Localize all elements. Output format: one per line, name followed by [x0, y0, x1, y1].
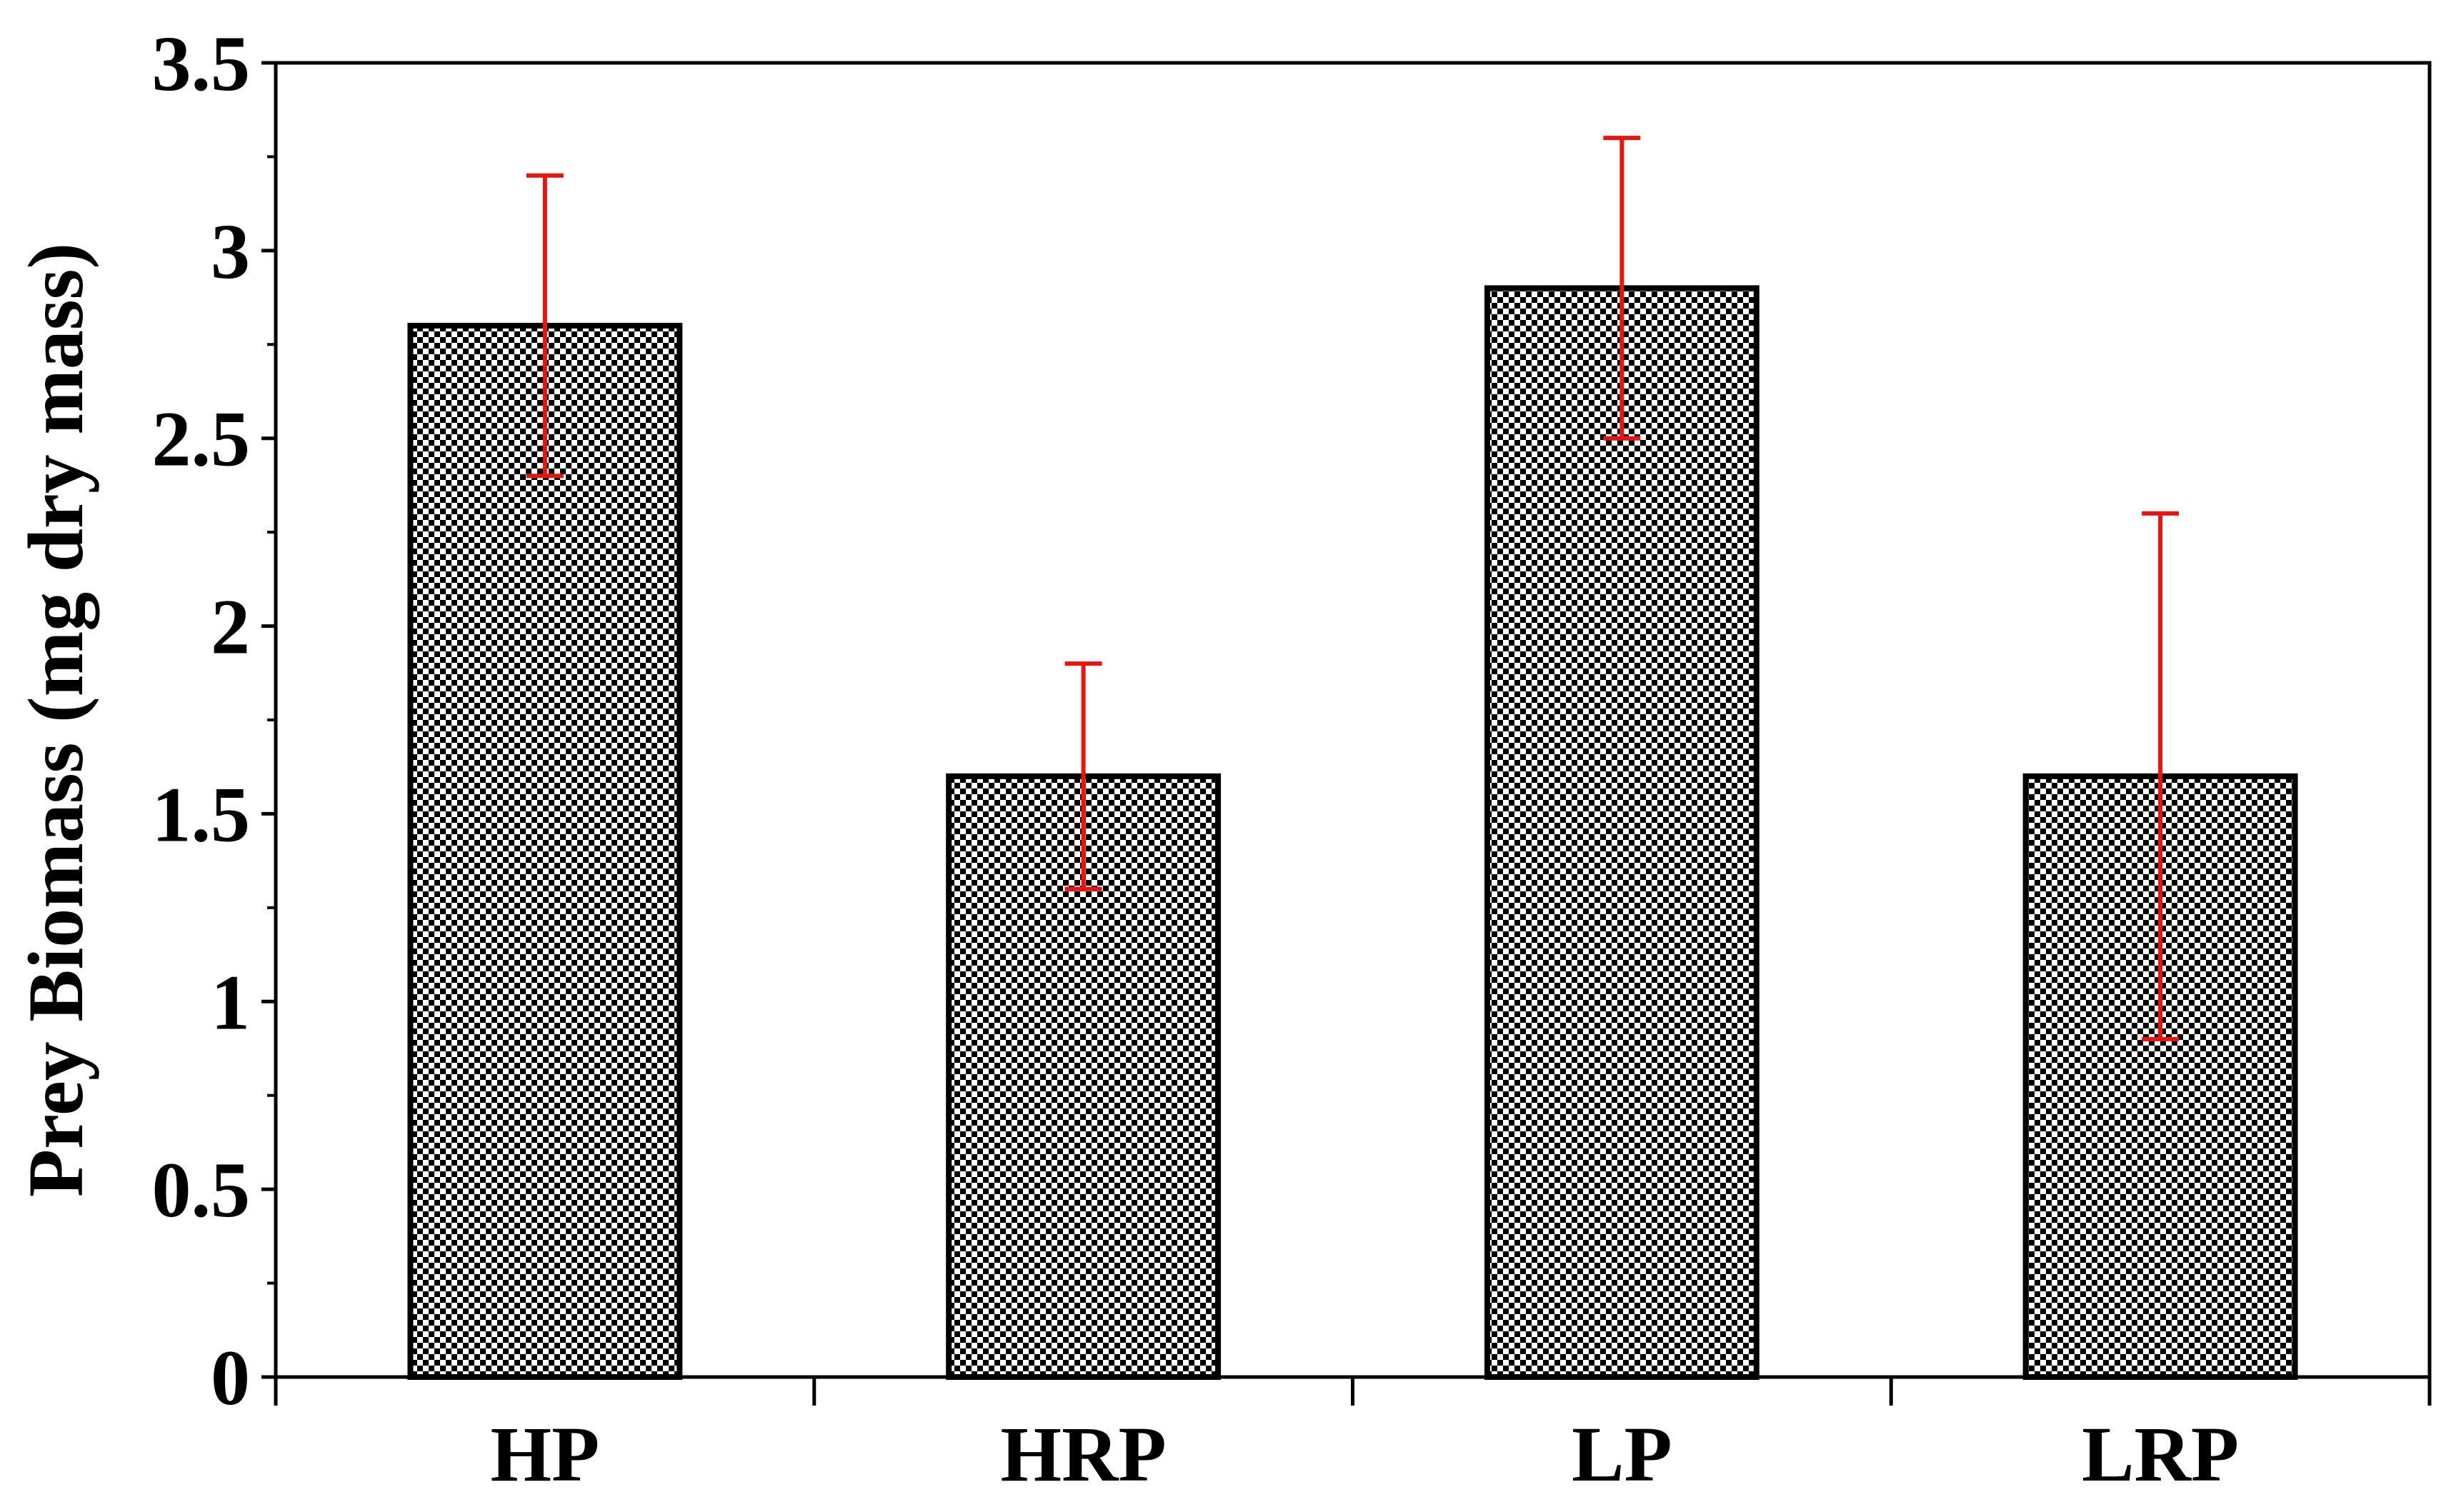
y-tick-label: 3: [211, 208, 250, 295]
bars: [407, 285, 2298, 1381]
y-axis: 0 0.5 1 1.5 2 2.5 3 3.5: [152, 20, 276, 1421]
x-category-label: LRP: [2082, 1411, 2239, 1498]
x-category-label: HP: [490, 1411, 599, 1498]
y-tick-label: 0: [211, 1334, 250, 1421]
y-tick-label: 1: [211, 958, 250, 1046]
x-axis: HP HRP LP LRP: [274, 1377, 2432, 1498]
error-bar: [1064, 661, 1102, 891]
error-bar: [2142, 511, 2180, 1041]
x-category-label: HRP: [1001, 1411, 1167, 1498]
error-bars: [526, 136, 2180, 1041]
bar: [1484, 285, 1759, 1380]
x-category-label: LP: [1572, 1411, 1672, 1498]
y-tick-label: 2: [211, 584, 250, 671]
y-tick-label: 1.5: [152, 771, 251, 858]
bar: [407, 323, 683, 1380]
error-bar: [526, 173, 564, 479]
error-bar: [1603, 136, 1641, 441]
y-axis-title: Prey Biomass (mg dry mass): [12, 243, 99, 1197]
y-tick-label: 2.5: [152, 396, 251, 483]
y-tick-label: 0.5: [152, 1146, 251, 1233]
y-tick-label: 3.5: [152, 20, 251, 107]
